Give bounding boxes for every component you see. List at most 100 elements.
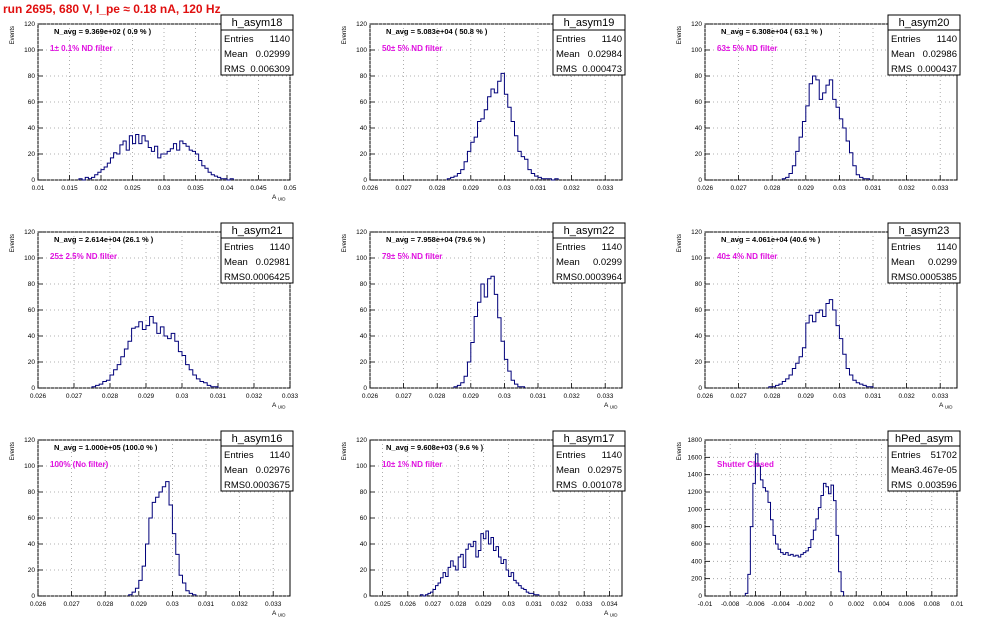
y-tick-label: 100 <box>356 47 367 54</box>
stats-box-frame <box>887 14 961 76</box>
histogram-panel-h_asym17: 0.025 0.026 0.027 0.028 0.029 0.03 0.031 0.032 0… <box>342 430 626 618</box>
stats-box-frame <box>220 430 294 492</box>
x-tick-label: 0.028 <box>450 601 467 608</box>
x-tick-label: 0.026 <box>30 393 47 400</box>
x-tick-label: -0.008 <box>721 601 740 608</box>
y-axis-label: Events <box>677 442 683 460</box>
y-tick-label: 0 <box>698 177 702 184</box>
stats-value-mean: 0.02986 <box>923 49 957 60</box>
x-tick-label: 0.033 <box>932 393 949 400</box>
navg-annotation: N_avg = 7.958e+04 (79.6 % ) <box>386 235 486 244</box>
histogram-line-h_asym17 <box>419 530 540 597</box>
y-tick-label: 120 <box>356 229 367 236</box>
y-axis-label: Events <box>10 442 16 460</box>
x-tick-label: 0.031 <box>865 393 882 400</box>
histogram-title: h_asym20 <box>899 17 950 29</box>
x-tick-label: 0.033 <box>932 185 949 192</box>
y-axis-label: Events <box>342 26 348 44</box>
x-tick-label: 0.03 <box>498 185 511 192</box>
stats-value-rms: 0.0003675 <box>245 480 290 491</box>
x-tick-label: 0.027 <box>395 393 412 400</box>
x-tick-label: 0.03 <box>833 185 846 192</box>
x-tick-label: 0.026 <box>362 393 379 400</box>
filter-annotation: 79± 5% ND filter <box>382 252 442 261</box>
stats-label-entries: Entries <box>556 34 586 45</box>
stats-label-entries: Entries <box>891 34 921 45</box>
navg-annotation: N_avg = 9.608e+03 ( 9.6 % ) <box>386 443 484 452</box>
stats-label-rms: RMS <box>891 272 912 283</box>
stats-value-rms: 0.0003964 <box>577 272 622 283</box>
x-tick-label: 0.01 <box>32 185 45 192</box>
x-tick-label: 0.03 <box>166 601 179 608</box>
x-axis-label: A UID <box>272 610 286 618</box>
y-tick-label: 0 <box>698 385 702 392</box>
y-tick-label: 1800 <box>688 437 703 444</box>
x-tick-label: 0.032 <box>563 393 580 400</box>
x-tick-label: 0.004 <box>873 601 890 608</box>
histogram-title: h_asym23 <box>899 225 950 237</box>
stats-value-entries: 1140 <box>602 450 622 461</box>
stats-value-rms: 0.0006425 <box>245 272 290 283</box>
filter-annotation: 50± 5% ND filter <box>382 44 442 53</box>
y-tick-label: 40 <box>28 125 36 132</box>
stats-box-frame <box>220 14 294 76</box>
stats-value-entries: 1140 <box>937 242 957 253</box>
y-tick-label: 20 <box>695 151 703 158</box>
page-title: run 2695, 680 V, I_pe ≈ 0.18 nA, 120 Hz <box>3 2 221 16</box>
y-axis-label: Events <box>677 234 683 252</box>
histogram-title: h_asym21 <box>232 225 283 237</box>
x-tick-label: 0.028 <box>97 601 114 608</box>
y-tick-label: 60 <box>360 307 368 314</box>
x-tick-label: 0.033 <box>597 393 614 400</box>
stats-box: h_asym19 Entries 1140 Mean 0.02984 RMS 0.00047… <box>552 14 626 76</box>
y-tick-label: 60 <box>695 99 703 106</box>
y-tick-label: 20 <box>695 359 703 366</box>
stats-label-mean: Mean <box>891 465 915 476</box>
y-tick-label: 0 <box>31 177 35 184</box>
x-tick-label: 0.027 <box>395 185 412 192</box>
y-tick-label: 120 <box>356 437 367 444</box>
x-tick-label: 0.028 <box>764 393 781 400</box>
stats-label-rms: RMS <box>556 480 577 491</box>
y-tick-label: 400 <box>691 558 702 565</box>
x-tick-label: -0.006 <box>746 601 765 608</box>
x-tick-label: 0.03 <box>502 601 515 608</box>
stats-value-entries: 1140 <box>937 34 957 45</box>
y-tick-label: 80 <box>695 281 703 288</box>
y-tick-label: 60 <box>28 515 36 522</box>
stats-label-rms: RMS <box>224 64 245 75</box>
x-tick-label: 0.027 <box>425 601 442 608</box>
x-tick-label: 0.01 <box>951 601 964 608</box>
y-axis-label: Events <box>10 234 16 252</box>
filter-annotation: 1± 0.1% ND filter <box>50 44 113 53</box>
histogram-line-h_asym22 <box>453 275 526 388</box>
histogram-panel-h_asym19: 0.026 0.027 0.028 0.029 0.03 0.031 0.032 0.033 0… <box>342 14 626 192</box>
histogram-line-h_asym19 <box>446 72 559 181</box>
stats-value-entries: 1140 <box>602 34 622 45</box>
x-tick-label: -0.002 <box>797 601 816 608</box>
histogram-line-h_asym20 <box>781 75 871 180</box>
x-tick-label: -0.004 <box>771 601 790 608</box>
stats-box: h_asym20 Entries 1140 Mean 0.02986 RMS 0.00043… <box>887 14 961 76</box>
x-axis-label: A UID <box>272 194 286 202</box>
stats-label-entries: Entries <box>891 450 921 461</box>
x-tick-label: 0.026 <box>697 185 714 192</box>
y-tick-label: 20 <box>360 359 368 366</box>
y-tick-label: 0 <box>698 593 702 600</box>
y-tick-label: 1600 <box>688 454 703 461</box>
y-tick-label: 1400 <box>688 472 703 479</box>
y-tick-label: 40 <box>360 333 368 340</box>
stats-box: h_asym16 Entries 1140 Mean 0.02976 RMS 0.00036… <box>220 430 294 492</box>
stats-box-frame <box>552 430 626 492</box>
histogram-title: h_asym16 <box>232 433 283 445</box>
x-tick-label: 0.027 <box>730 393 747 400</box>
y-tick-label: 120 <box>356 21 367 28</box>
stats-label-mean: Mean <box>224 257 248 268</box>
stats-label-mean: Mean <box>556 257 580 268</box>
stats-label-mean: Mean <box>891 257 915 268</box>
x-tick-label: 0.029 <box>131 601 148 608</box>
stats-label-mean: Mean <box>556 465 580 476</box>
y-tick-label: 60 <box>695 307 703 314</box>
stats-value-entries: 1140 <box>602 242 622 253</box>
x-tick-label: 0.03 <box>158 185 171 192</box>
